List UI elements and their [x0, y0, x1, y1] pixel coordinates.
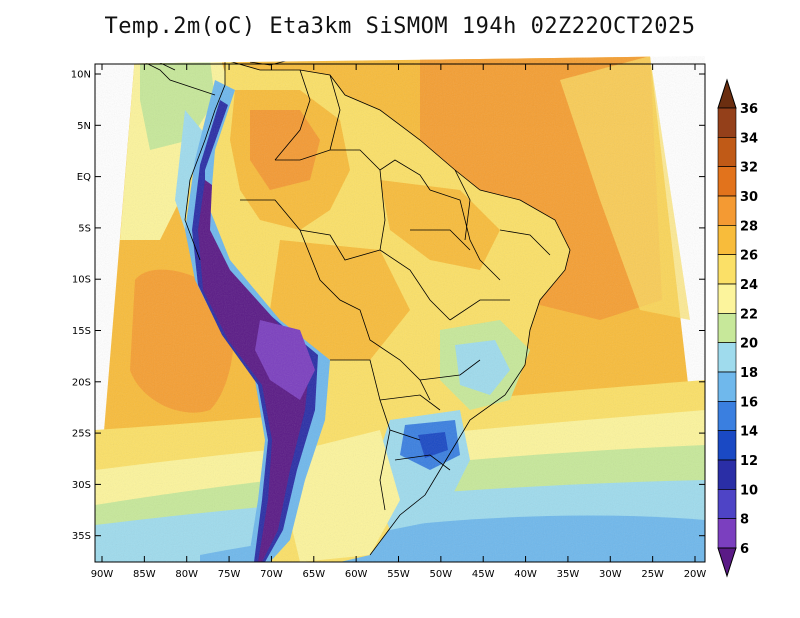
colorbar-segment: [717, 459, 737, 490]
colorbar-label: 12: [740, 454, 758, 469]
lon-label: 50W: [430, 569, 453, 580]
colorbar-label: 28: [740, 219, 758, 234]
lon-label: 45W: [472, 569, 495, 580]
model-domain: [95, 56, 705, 562]
lat-label: 5N: [77, 121, 91, 132]
colorbar-label: 22: [740, 307, 758, 322]
lon-label: 90W: [91, 569, 114, 580]
colorbar-segment: [717, 430, 737, 461]
colorbar-segment: [717, 371, 737, 402]
lon-label: 60W: [345, 569, 368, 580]
colorbar-segment: [717, 313, 737, 343]
colorbar-label: 34: [740, 131, 758, 146]
lon-label: 20W: [684, 569, 707, 580]
lat-label: 5S: [78, 223, 91, 234]
colorbar-label: 16: [740, 395, 758, 410]
colorbar-label: 6: [740, 542, 749, 557]
lon-label: 75W: [218, 569, 241, 580]
colorbar-label: 30: [740, 190, 758, 205]
lon-label: 85W: [133, 569, 156, 580]
colorbar-label: 36: [740, 102, 758, 117]
colorbar-over-arrow: [717, 78, 737, 109]
lon-label: 35W: [557, 569, 580, 580]
lon-label: 30W: [599, 569, 622, 580]
lat-label: 35S: [72, 531, 91, 542]
longitude-axis: 90W 85W 80W 75W 70W 65W 60W 55W 50W 45W 40W 35W 30W 2…: [91, 64, 707, 580]
political-borders: [184, 59, 571, 556]
colorbar-label: 8: [740, 513, 749, 528]
lat-label: 25S: [72, 429, 91, 440]
colorbar-segment: [717, 225, 737, 255]
colorbar-label: 10: [740, 483, 758, 498]
colorbar-segment: [717, 342, 737, 373]
lat-label: 15S: [72, 326, 91, 337]
colorbar-label: 14: [740, 425, 758, 440]
lon-label: 25W: [641, 569, 664, 580]
lon-label: 65W: [302, 569, 325, 580]
colorbar-segment: [717, 518, 737, 549]
colorbar-segment: [717, 195, 737, 226]
colorbar-label: 24: [740, 278, 758, 293]
lat-label: EQ: [77, 172, 91, 183]
colorbar-segment: [717, 401, 737, 431]
map-title: Temp.2m(oC) Eta3km SiSMOM 194h 02Z22OCT2…: [104, 14, 696, 39]
plot-frame: [94, 63, 706, 563]
colorbar-segment: [717, 137, 737, 167]
lon-label: 70W: [260, 569, 283, 580]
colorbar-segment: [717, 166, 737, 197]
colorbar: 36 34 32 30 28 26 24 22 20 18 16 14 12 10 8 6: [717, 78, 758, 578]
colorbar-label: 32: [740, 161, 758, 176]
colorbar-segment: [717, 283, 737, 314]
lat-label: 10N: [71, 70, 91, 81]
lat-label: 30S: [72, 480, 91, 491]
colorbar-label: 26: [740, 249, 758, 264]
lat-label: 20S: [72, 377, 91, 388]
lon-label: 80W: [175, 569, 198, 580]
colorbar-label: 20: [740, 337, 758, 352]
colorbar-segment: [717, 107, 737, 138]
field-texture: [95, 56, 705, 562]
lon-label: 40W: [514, 569, 537, 580]
colorbar-label: 18: [740, 366, 758, 381]
colorbar-under-arrow: [717, 547, 737, 578]
lon-label: 55W: [387, 569, 410, 580]
latitude-axis: 10N 5N EQ 5S 10S 15S 20S 25S 30S 35S: [71, 70, 705, 542]
lat-label: 10S: [72, 275, 91, 286]
colorbar-segment: [717, 489, 737, 519]
colorbar-segment: [717, 254, 737, 285]
